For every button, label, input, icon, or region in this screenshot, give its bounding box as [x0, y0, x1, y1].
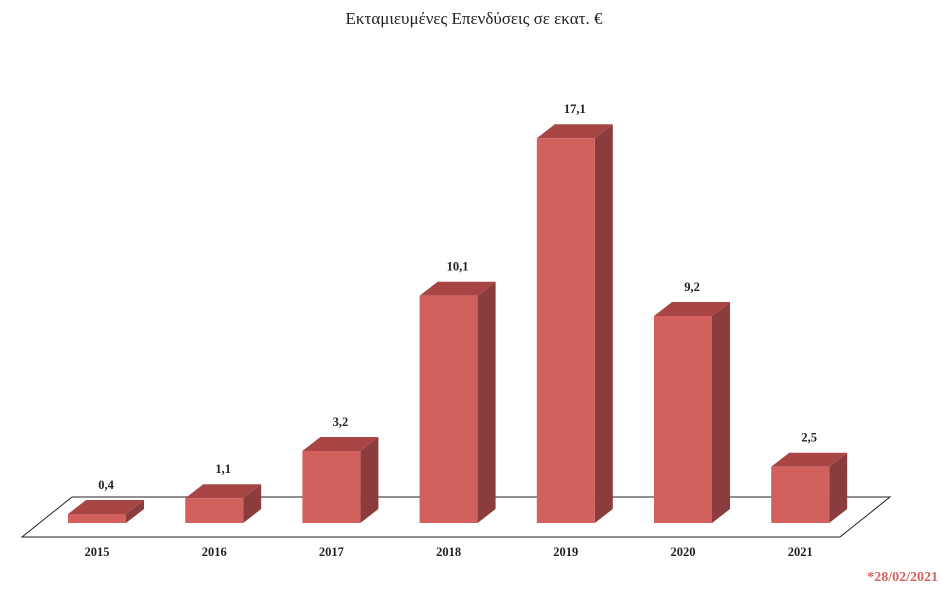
bar-side — [477, 281, 496, 523]
bar — [419, 295, 478, 523]
bar — [185, 498, 244, 523]
bar — [771, 466, 830, 523]
x-tick-label: 2021 — [788, 545, 813, 559]
value-label: 1,1 — [215, 462, 231, 476]
x-tick-label: 2018 — [436, 545, 461, 559]
bar-top — [68, 500, 144, 514]
bar — [302, 451, 361, 523]
bar-top — [654, 302, 730, 316]
x-tick-label: 2017 — [319, 545, 344, 559]
bar-side — [360, 437, 379, 523]
annotation: *28/02/2021 — [867, 570, 938, 585]
bar — [536, 138, 595, 523]
value-label: 2,5 — [801, 431, 817, 445]
bar — [654, 316, 712, 523]
bar-top — [536, 124, 613, 139]
x-tick-label: 2016 — [202, 545, 227, 559]
x-tick-label: 2019 — [553, 545, 578, 559]
value-label: 0,4 — [98, 478, 114, 492]
bar-top — [771, 452, 848, 467]
bar-side — [243, 484, 262, 523]
bar-side — [829, 452, 848, 523]
value-label: 3,2 — [333, 415, 349, 429]
bar-top — [302, 437, 379, 451]
value-label: 9,2 — [684, 280, 700, 294]
bar-top — [185, 484, 262, 499]
x-tick-label: 2020 — [671, 545, 696, 559]
bar-side — [712, 302, 730, 523]
x-tick-label: 2015 — [85, 545, 110, 559]
bar-side — [126, 500, 144, 523]
value-label: 17,1 — [564, 102, 586, 116]
bar-side — [594, 124, 613, 523]
bar-top — [419, 281, 496, 296]
value-label: 10,1 — [447, 260, 469, 274]
bar — [68, 514, 126, 523]
chart-title: Εκταμιευμένες Επενδύσεις σε εκατ. € — [346, 9, 603, 28]
